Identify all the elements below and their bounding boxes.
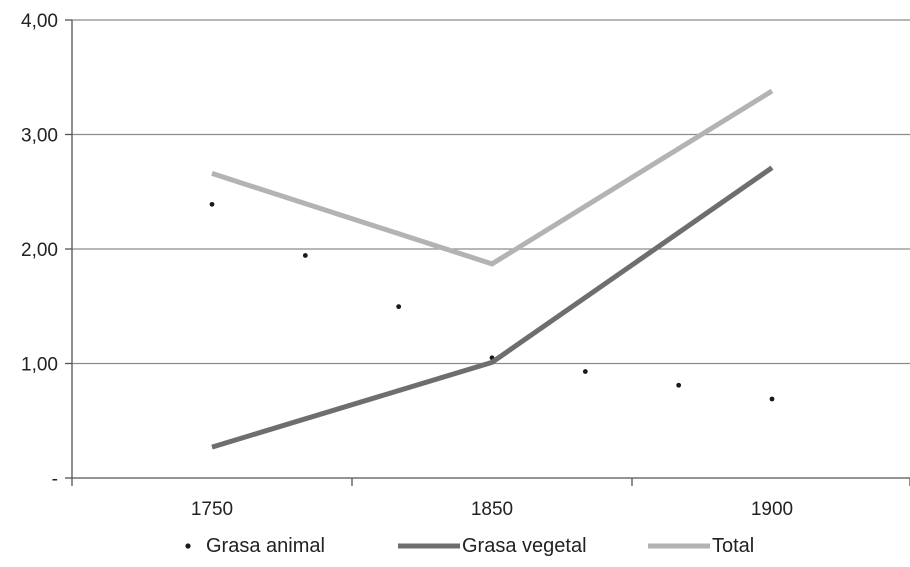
legend-label: Grasa vegetal (462, 535, 587, 557)
data-point-dot (302, 253, 308, 258)
x-axis-tick-labels: 1750 1850 1900 (191, 499, 793, 520)
y-axis-tick-labels: - 1,00 2,00 3,00 4,00 (21, 11, 58, 490)
data-point-dot (209, 201, 215, 207)
x-tick-label: 1900 (751, 499, 793, 520)
legend-item: Total (648, 535, 754, 557)
gridlines (72, 19, 910, 365)
data-point-dot (396, 304, 402, 310)
y-tick-label: 4,00 (21, 11, 58, 32)
y-tick-label: 2,00 (21, 240, 58, 261)
legend-label: Total (712, 535, 754, 557)
series-grasa-vegetal (211, 165, 774, 450)
legend-item: Grasa animal (185, 535, 325, 557)
data-point-dot (676, 382, 682, 388)
legend-item: Grasa vegetal (398, 535, 587, 557)
legend-swatch (185, 543, 191, 549)
axes (65, 19, 910, 486)
series-grasa-animal (209, 201, 775, 402)
data-point-dot (582, 369, 588, 374)
series-line (211, 88, 774, 267)
x-tick-label: 1850 (471, 499, 513, 520)
data-series (209, 88, 775, 450)
y-tick-label: 1,00 (21, 355, 58, 376)
x-tick-label: 1750 (191, 499, 233, 520)
data-point-dot (769, 396, 775, 402)
y-tick-label: 3,00 (21, 126, 58, 147)
series-line (211, 165, 774, 450)
series-total (211, 88, 774, 267)
legend: Grasa animal Grasa vegetal Total (185, 535, 754, 557)
y-tick-label: - (52, 469, 58, 490)
legend-label: Grasa animal (206, 535, 325, 557)
